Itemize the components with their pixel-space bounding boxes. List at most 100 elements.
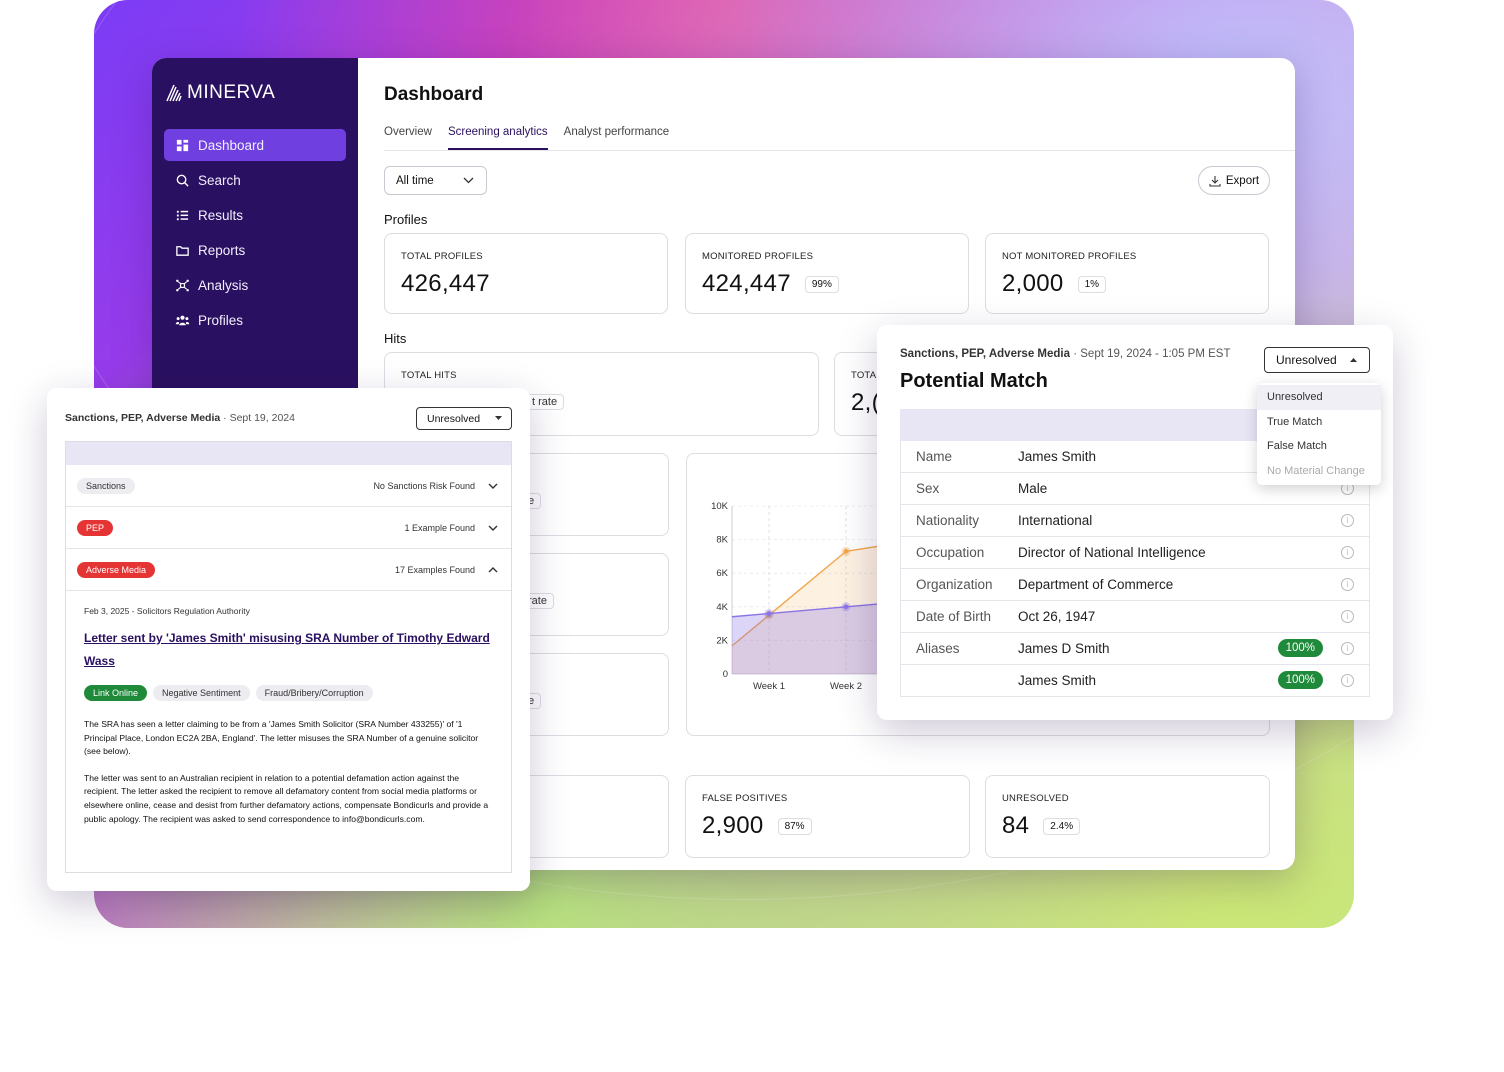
- potential-match-panel: Sanctions, PEP, Adverse Media · Sept 19,…: [877, 325, 1393, 720]
- kpi-percent-badge: 99%: [804, 275, 839, 293]
- search-icon: [176, 174, 189, 187]
- field-row-name: Name James Smith: [900, 441, 1370, 473]
- kpi-value: 2,000: [1002, 270, 1064, 297]
- sidebar-nav: Dashboard Search Results Reports Analysi…: [164, 129, 346, 339]
- table-header-band: [66, 442, 511, 465]
- match-fields-table: Name James Smith Sex Male i Nationality Inte…: [900, 409, 1370, 697]
- info-icon[interactable]: i: [1341, 610, 1354, 623]
- field-value: James D Smith: [1018, 641, 1110, 656]
- brand-logo[interactable]: MINERVA: [165, 82, 275, 104]
- menu-item-no-material-change: No Material Change: [1267, 464, 1365, 477]
- adverse-media-tag: Adverse Media: [77, 561, 156, 578]
- kpi-value: 424,447: [702, 270, 791, 297]
- data-point: [843, 549, 849, 554]
- chevron-down-icon[interactable]: [488, 525, 498, 531]
- list-icon: [176, 210, 189, 220]
- export-button[interactable]: Export: [1198, 166, 1270, 195]
- article-title-link[interactable]: Letter sent by 'James Smith' misusing SR…: [84, 631, 490, 668]
- screening-row-pep[interactable]: PEP 1 Example Found: [66, 507, 511, 549]
- field-row-alias: James Smith 100% i: [900, 665, 1370, 697]
- screening-categories: Sanctions, PEP, Adverse Media: [900, 348, 1071, 360]
- menu-item-false-match[interactable]: False Match: [1267, 440, 1327, 453]
- sidebar-item-profiles[interactable]: Profiles: [164, 304, 346, 336]
- menu-item-unresolved[interactable]: Unresolved: [1257, 385, 1381, 410]
- kpi-value: 84: [1002, 812, 1030, 839]
- sidebar-item-label: Reports: [198, 242, 246, 258]
- info-icon[interactable]: i: [1341, 642, 1354, 655]
- match-score-badge: 100%: [1277, 671, 1323, 689]
- match-score-badge: 100%: [1277, 639, 1323, 657]
- tab-bar: Overview Screening analytics Analyst per…: [384, 126, 1295, 151]
- sidebar-item-label: Analysis: [198, 277, 249, 293]
- screening-row-adverse-media[interactable]: Adverse Media 17 Examples Found: [66, 549, 511, 591]
- field-row-date-of-birth: Date of Birth Oct 26, 1947 i: [900, 601, 1370, 633]
- kpi-card-not-monitored-profiles: NOT MONITORED PROFILES 2,000 1%: [985, 233, 1269, 314]
- kpi-value: 426,447: [401, 270, 490, 297]
- sidebar-item-reports[interactable]: Reports: [164, 234, 346, 266]
- sidebar-item-dashboard[interactable]: Dashboard: [164, 129, 346, 161]
- status-dropdown-menu: Unresolved True Match False Match No Mat…: [1257, 383, 1381, 485]
- y-tick-label: 8K: [716, 535, 728, 546]
- field-key: Occupation: [916, 545, 985, 560]
- field-value: Oct 26, 1947: [1018, 609, 1096, 624]
- status-select-value: Unresolved: [427, 412, 481, 425]
- field-value: Male: [1018, 481, 1048, 496]
- screening-row-sanctions[interactable]: Sanctions No Sanctions Risk Found: [66, 465, 511, 507]
- export-label: Export: [1225, 174, 1260, 187]
- time-filter-dropdown[interactable]: All time: [384, 166, 487, 195]
- screening-detail-panel: Sanctions, PEP, Adverse Media · Sept 19,…: [47, 388, 530, 891]
- row-summary: No Sanctions Risk Found: [373, 480, 475, 491]
- x-tick-label: Week 1: [753, 681, 785, 692]
- tab-screening-analytics[interactable]: Screening analytics: [447, 126, 548, 150]
- row-summary: 17 Examples Found: [394, 564, 475, 575]
- kpi-card-unresolved: UNRESOLVED 84 2.4%: [985, 775, 1270, 858]
- field-value: International: [1018, 513, 1093, 528]
- kpi-label: MONITORED PROFILES: [702, 251, 814, 262]
- field-value: James Smith: [1018, 449, 1097, 464]
- brand-name: MINERVA: [187, 82, 276, 103]
- field-value: Department of Commerce: [1018, 577, 1174, 592]
- screening-date: Sept 19, 2024: [229, 412, 295, 424]
- risk-category-chip: Fraud/Bribery/Corruption: [255, 685, 373, 701]
- tab-overview[interactable]: Overview: [384, 126, 432, 138]
- info-icon[interactable]: i: [1341, 514, 1354, 527]
- sidebar-item-label: Dashboard: [198, 137, 265, 153]
- kpi-label: FALSE POSITIVES: [702, 793, 788, 804]
- y-tick-label: 6K: [716, 568, 728, 579]
- status-select[interactable]: Unresolved: [416, 407, 512, 430]
- sidebar-item-results[interactable]: Results: [164, 199, 346, 231]
- field-row-occupation: Occupation Director of National Intellige…: [900, 537, 1370, 569]
- status-select[interactable]: Unresolved: [1264, 347, 1370, 373]
- kpi-label: TOTAL PROFILES: [401, 251, 483, 262]
- field-key: Aliases: [916, 641, 960, 656]
- menu-item-true-match[interactable]: True Match: [1267, 415, 1323, 428]
- chevron-up-icon[interactable]: [488, 566, 498, 573]
- kpi-value: 2,900: [702, 812, 764, 839]
- link-online-chip[interactable]: Link Online: [84, 685, 148, 701]
- users-icon: [175, 315, 190, 325]
- sidebar-item-analysis[interactable]: Analysis: [164, 269, 346, 301]
- article-paragraph: The SRA has seen a letter claiming to be…: [84, 719, 479, 757]
- panel-header: Sanctions, PEP, Adverse Media · Sept 19,…: [900, 348, 1231, 360]
- kpi-percent-badge: 1%: [1077, 275, 1107, 293]
- row-summary: 1 Example Found: [404, 522, 475, 533]
- info-icon[interactable]: i: [1341, 546, 1354, 559]
- sidebar-item-label: Profiles: [198, 312, 244, 328]
- adverse-media-article: Feb 3, 2025 - Solicitors Regulation Auth…: [66, 591, 511, 855]
- panel-title: Potential Match: [900, 370, 1048, 392]
- field-row-organization: Organization Department of Commerce i: [900, 569, 1370, 601]
- info-icon[interactable]: i: [1341, 578, 1354, 591]
- time-filter-value: All time: [396, 174, 434, 187]
- article-body: The SRA has seen a letter claiming to be…: [84, 718, 494, 826]
- page-title: Dashboard: [384, 84, 484, 105]
- sidebar-item-search[interactable]: Search: [164, 164, 346, 196]
- network-icon: [176, 279, 189, 291]
- kpi-label: UNRESOLVED: [1002, 793, 1069, 804]
- screening-categories: Sanctions, PEP, Adverse Media: [65, 412, 221, 424]
- panel-header: Sanctions, PEP, Adverse Media · Sept 19,…: [65, 412, 295, 424]
- tab-analyst-performance[interactable]: Analyst performance: [563, 126, 670, 138]
- sentiment-chip: Negative Sentiment: [153, 685, 250, 701]
- chevron-down-icon[interactable]: [488, 483, 498, 489]
- article-paragraph: The letter was sent to an Australian rec…: [84, 772, 489, 824]
- info-icon[interactable]: i: [1341, 674, 1354, 687]
